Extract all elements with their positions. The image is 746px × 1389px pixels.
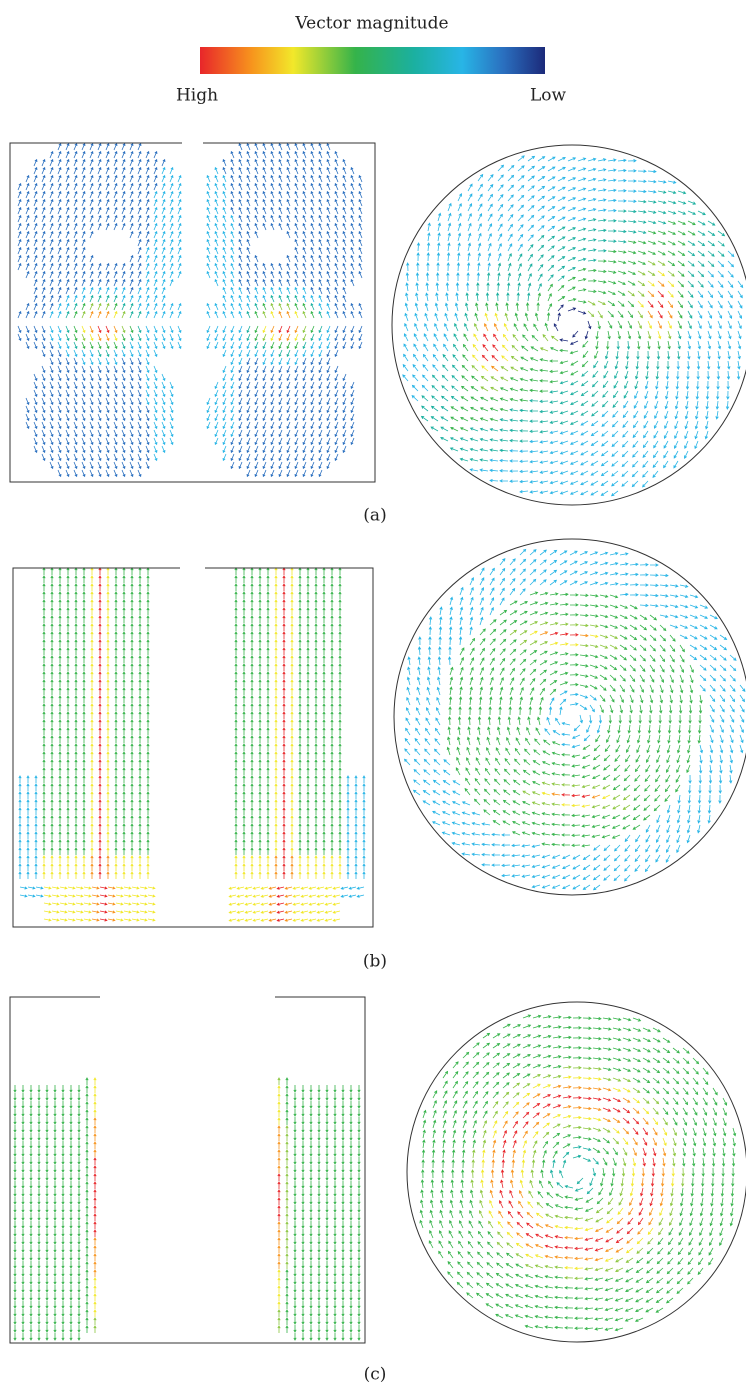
panel-label: (a): [363, 506, 386, 526]
vessel-top-view: [394, 539, 746, 895]
colorbar-high-label: High: [176, 86, 218, 106]
vector-fields: [14, 144, 745, 1340]
vector-arrows: [18, 144, 362, 477]
vector-arrows: [19, 156, 745, 897]
colorbar-low-label: Low: [530, 86, 567, 106]
vector-arrows: [94, 291, 664, 1251]
vector-arrows: [554, 305, 591, 345]
panel-label: (b): [363, 952, 387, 972]
vector-arrows: [90, 281, 673, 1277]
panel-label: (c): [364, 1365, 387, 1385]
figure: Vector magnitude High Low (a) (b) (c): [0, 0, 746, 1389]
page: Vector magnitude High Low (a) (b) (c) ((…: [0, 0, 746, 1389]
colorbar-title: Vector magnitude: [294, 14, 448, 34]
colorbar: [200, 47, 545, 74]
vessel-top-view: [407, 1002, 746, 1342]
